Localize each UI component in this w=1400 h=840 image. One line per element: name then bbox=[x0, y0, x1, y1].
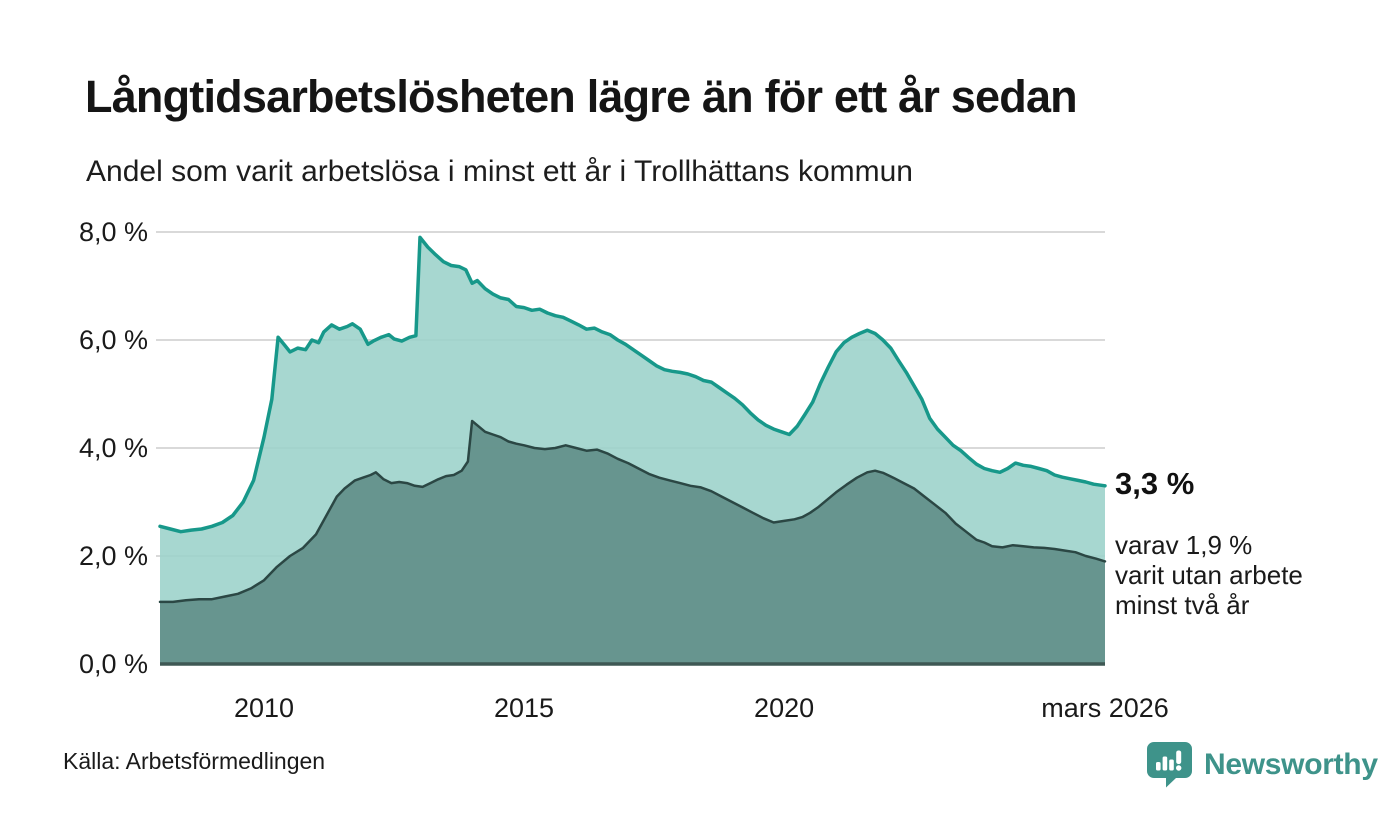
source-credit: Källa: Arbetsförmedlingen bbox=[63, 748, 326, 774]
newsworthy-bubble-chart-icon bbox=[1146, 741, 1193, 788]
x-tick-label: mars 2026 bbox=[1041, 693, 1169, 723]
chart-subtitle: Andel som varit arbetslösa i minst ett å… bbox=[86, 155, 913, 188]
x-tick-label: 2010 bbox=[233, 693, 295, 723]
note-line: varit utan arbete bbox=[1115, 560, 1303, 590]
latest-value-annotation: 3,3 % varav 1,9 % varit utan arbete minst … bbox=[1115, 466, 1385, 620]
latest-value-label: 3,3 % bbox=[1115, 466, 1195, 501]
line-minst-tva-ar bbox=[158, 419, 1107, 604]
x-tick-label: 2015 bbox=[494, 693, 555, 723]
note-line: varav 1,9 % bbox=[1115, 530, 1253, 560]
x-tick-label: 2020 bbox=[754, 693, 815, 723]
y-tick-label: 0,0 % bbox=[78, 649, 148, 679]
note-line: minst två år bbox=[1115, 590, 1250, 620]
newsworthy-wordmark: Newsworthy bbox=[1204, 747, 1378, 781]
y-tick-label: 8,0 % bbox=[78, 217, 148, 247]
latest-value-note: varav 1,9 % varit utan arbete minst två år bbox=[1115, 530, 1385, 620]
area-minst-tva-ar bbox=[160, 421, 1105, 664]
y-tick-label: 4,0 % bbox=[78, 433, 148, 463]
y-tick-label: 6,0 % bbox=[78, 325, 148, 355]
line-minst-ett-ar bbox=[158, 235, 1107, 534]
chart-title: Långtidsarbetslösheten lägre än för ett … bbox=[85, 71, 1078, 122]
y-tick-label: 2,0 % bbox=[78, 541, 148, 571]
newsworthy-logo: Newsworthy bbox=[1146, 741, 1378, 788]
